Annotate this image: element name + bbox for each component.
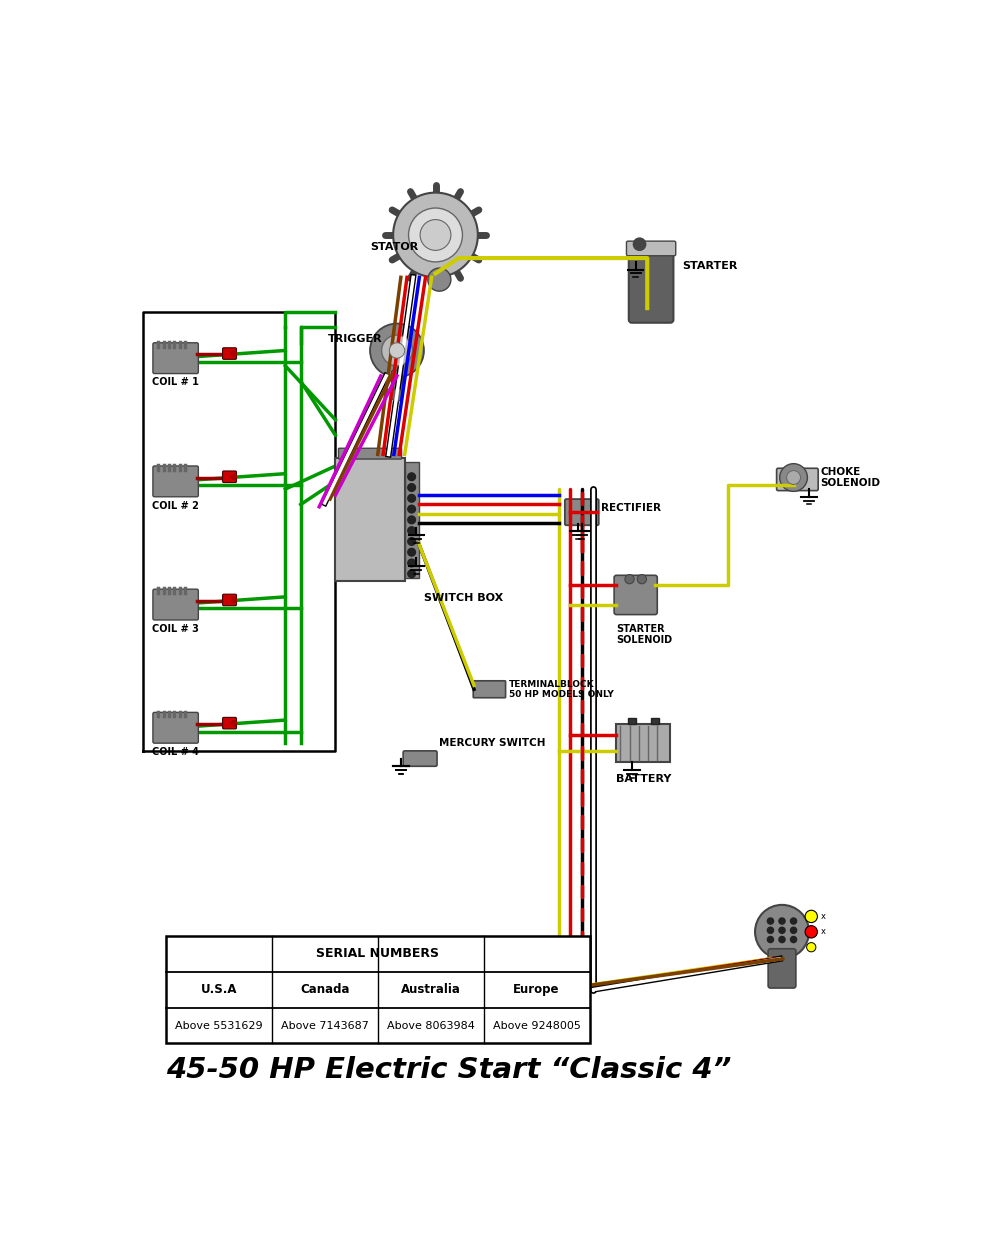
FancyBboxPatch shape (223, 594, 236, 605)
Text: x: x (821, 927, 826, 936)
Circle shape (428, 268, 451, 291)
FancyBboxPatch shape (153, 713, 198, 743)
Circle shape (779, 927, 785, 933)
FancyBboxPatch shape (223, 348, 236, 359)
FancyBboxPatch shape (777, 469, 818, 491)
Bar (616, 724, 670, 762)
Text: COIL # 1: COIL # 1 (152, 377, 199, 387)
Circle shape (767, 917, 774, 924)
Circle shape (231, 597, 236, 603)
Circle shape (790, 927, 797, 933)
FancyBboxPatch shape (768, 948, 796, 988)
Circle shape (807, 942, 816, 952)
Circle shape (755, 905, 809, 959)
Circle shape (408, 559, 415, 567)
FancyBboxPatch shape (473, 681, 506, 698)
Circle shape (408, 483, 415, 492)
FancyBboxPatch shape (392, 370, 402, 397)
Circle shape (420, 219, 451, 250)
FancyBboxPatch shape (153, 466, 198, 497)
Circle shape (633, 238, 646, 250)
Text: Canada: Canada (300, 983, 350, 996)
Text: CHOKE
SOLENOID: CHOKE SOLENOID (821, 467, 881, 488)
Circle shape (370, 323, 424, 377)
Text: RECTIFIER: RECTIFIER (601, 503, 661, 513)
FancyBboxPatch shape (153, 589, 198, 620)
Circle shape (408, 506, 415, 513)
Text: Above 7143687: Above 7143687 (281, 1021, 369, 1031)
Text: STARTER: STARTER (682, 260, 737, 271)
Circle shape (767, 936, 774, 942)
Circle shape (391, 388, 403, 401)
Circle shape (790, 917, 797, 924)
Circle shape (408, 538, 415, 545)
Circle shape (231, 351, 236, 356)
Circle shape (637, 575, 646, 583)
Bar (166, 936, 590, 1043)
Circle shape (408, 473, 415, 481)
Text: SERIAL NUMBERS: SERIAL NUMBERS (316, 947, 439, 961)
FancyBboxPatch shape (335, 459, 405, 582)
Circle shape (231, 720, 236, 726)
Circle shape (767, 927, 774, 933)
FancyBboxPatch shape (403, 751, 437, 766)
Circle shape (805, 910, 817, 922)
Circle shape (408, 526, 415, 534)
FancyBboxPatch shape (223, 471, 236, 482)
Circle shape (408, 549, 415, 556)
Circle shape (393, 192, 478, 277)
Text: Europe: Europe (513, 983, 560, 996)
Text: STATOR: STATOR (370, 242, 418, 252)
Text: COIL # 4: COIL # 4 (152, 747, 199, 757)
FancyBboxPatch shape (629, 248, 673, 323)
FancyBboxPatch shape (626, 242, 676, 255)
Text: Above 9248005: Above 9248005 (493, 1021, 581, 1031)
Circle shape (389, 343, 405, 358)
Text: MERCURY SWITCH: MERCURY SWITCH (439, 739, 546, 748)
Text: COIL # 3: COIL # 3 (152, 624, 199, 634)
Circle shape (382, 335, 412, 366)
Circle shape (408, 517, 415, 524)
Text: TERMINALBLOCK
50 HP MODELS ONLY: TERMINALBLOCK 50 HP MODELS ONLY (509, 679, 613, 699)
Circle shape (790, 936, 797, 942)
Text: x: x (821, 912, 826, 921)
Circle shape (780, 464, 807, 492)
Text: Above 8063984: Above 8063984 (387, 1021, 475, 1031)
Text: STARTER
SOLENOID: STARTER SOLENOID (616, 624, 673, 645)
Text: 45-50 HP Electric Start “Classic 4”: 45-50 HP Electric Start “Classic 4” (166, 1057, 731, 1084)
FancyBboxPatch shape (338, 449, 402, 459)
Circle shape (409, 208, 462, 261)
FancyBboxPatch shape (614, 576, 657, 614)
Text: Above 5531629: Above 5531629 (175, 1021, 263, 1031)
FancyBboxPatch shape (405, 462, 419, 577)
Text: SWITCH BOX: SWITCH BOX (424, 593, 503, 603)
FancyBboxPatch shape (565, 499, 599, 525)
Text: COIL # 2: COIL # 2 (152, 501, 199, 510)
Text: BATTERY: BATTERY (616, 774, 671, 784)
Circle shape (787, 471, 800, 485)
Circle shape (779, 936, 785, 942)
Circle shape (408, 494, 415, 502)
FancyBboxPatch shape (223, 718, 236, 729)
Text: TRIGGER: TRIGGER (328, 334, 382, 344)
Circle shape (231, 473, 236, 480)
Circle shape (779, 917, 785, 924)
Text: U.S.A: U.S.A (201, 983, 237, 996)
Bar (628, 718, 636, 724)
Circle shape (805, 926, 817, 938)
FancyBboxPatch shape (153, 343, 198, 374)
Circle shape (408, 570, 415, 577)
Circle shape (625, 575, 634, 583)
Bar (651, 718, 659, 724)
Text: Australia: Australia (401, 983, 461, 996)
